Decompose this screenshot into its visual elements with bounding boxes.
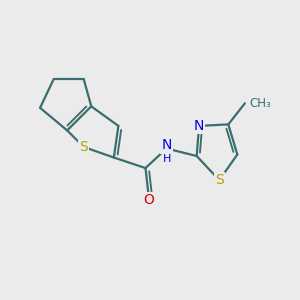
Text: S: S (215, 173, 224, 187)
Text: N: N (194, 119, 204, 133)
Text: CH₃: CH₃ (249, 97, 271, 110)
Text: N: N (161, 139, 172, 152)
Text: S: S (80, 140, 88, 154)
Text: H: H (162, 154, 171, 164)
Text: O: O (144, 193, 154, 207)
